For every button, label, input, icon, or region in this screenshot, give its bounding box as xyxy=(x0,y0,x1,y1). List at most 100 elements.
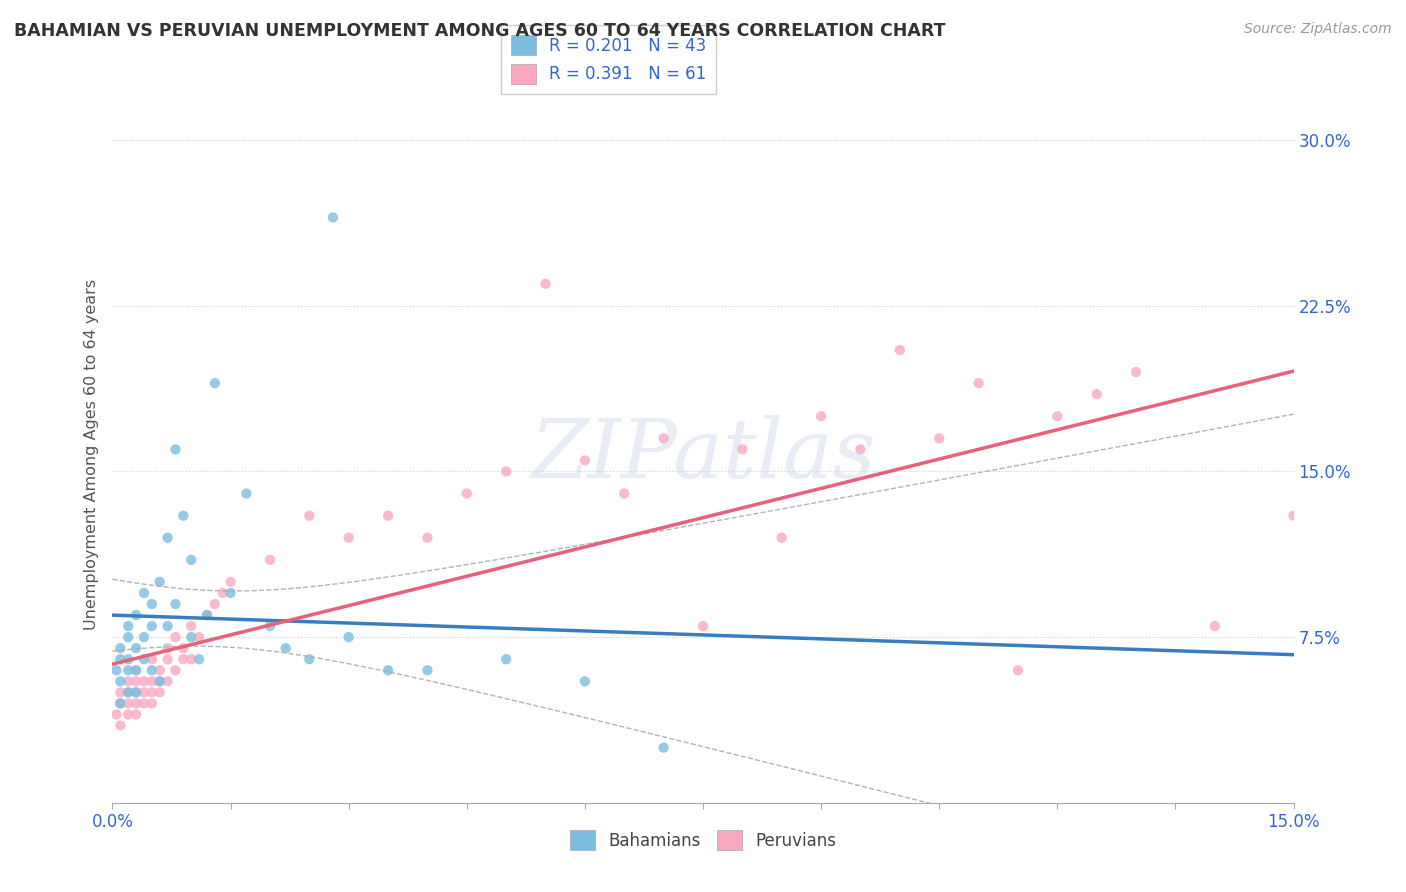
Point xyxy=(105,707,128,722)
Point xyxy=(105,663,128,677)
Point xyxy=(456,486,478,500)
Point xyxy=(377,663,399,677)
Point xyxy=(928,431,950,445)
Point xyxy=(132,674,155,689)
Point xyxy=(141,597,163,611)
Point xyxy=(110,697,132,711)
Point xyxy=(322,211,344,225)
Point xyxy=(132,586,155,600)
Point xyxy=(416,531,439,545)
Point xyxy=(204,376,226,391)
Point xyxy=(125,685,148,699)
Point xyxy=(180,630,202,644)
Point xyxy=(810,409,832,424)
Text: ZIPatlas: ZIPatlas xyxy=(530,415,876,495)
Point xyxy=(1046,409,1069,424)
Point xyxy=(180,652,202,666)
Point xyxy=(1085,387,1108,401)
Point xyxy=(149,674,172,689)
Point xyxy=(110,652,132,666)
Point xyxy=(1282,508,1305,523)
Point xyxy=(117,630,139,644)
Point xyxy=(141,619,163,633)
Point xyxy=(172,508,194,523)
Point xyxy=(172,641,194,656)
Point xyxy=(180,619,202,633)
Point xyxy=(298,508,321,523)
Point xyxy=(156,641,179,656)
Point xyxy=(377,508,399,523)
Point xyxy=(117,674,139,689)
Point xyxy=(117,685,139,699)
Point xyxy=(117,663,139,677)
Point xyxy=(652,431,675,445)
Point xyxy=(132,630,155,644)
Point xyxy=(259,553,281,567)
Point xyxy=(125,685,148,699)
Point xyxy=(337,531,360,545)
Point xyxy=(1125,365,1147,379)
Point xyxy=(259,619,281,633)
Point xyxy=(149,663,172,677)
Point xyxy=(132,652,155,666)
Point xyxy=(125,707,148,722)
Point xyxy=(132,697,155,711)
Text: BAHAMIAN VS PERUVIAN UNEMPLOYMENT AMONG AGES 60 TO 64 YEARS CORRELATION CHART: BAHAMIAN VS PERUVIAN UNEMPLOYMENT AMONG … xyxy=(14,22,946,40)
Point xyxy=(125,663,148,677)
Point xyxy=(110,685,132,699)
Point xyxy=(180,553,202,567)
Point xyxy=(211,586,233,600)
Point xyxy=(731,442,754,457)
Point xyxy=(110,718,132,732)
Point xyxy=(125,641,148,656)
Point xyxy=(156,674,179,689)
Point xyxy=(219,586,242,600)
Text: Source: ZipAtlas.com: Source: ZipAtlas.com xyxy=(1244,22,1392,37)
Point xyxy=(156,619,179,633)
Point xyxy=(149,574,172,589)
Point xyxy=(149,685,172,699)
Point xyxy=(165,663,187,677)
Point xyxy=(195,608,218,623)
Point xyxy=(110,697,132,711)
Point xyxy=(172,652,194,666)
Point xyxy=(188,652,211,666)
Point xyxy=(889,343,911,357)
Y-axis label: Unemployment Among Ages 60 to 64 years: Unemployment Among Ages 60 to 64 years xyxy=(83,279,98,631)
Point xyxy=(165,597,187,611)
Point xyxy=(235,486,257,500)
Point xyxy=(188,630,211,644)
Point xyxy=(337,630,360,644)
Point xyxy=(495,652,517,666)
Point xyxy=(117,652,139,666)
Point xyxy=(132,685,155,699)
Point xyxy=(298,652,321,666)
Point xyxy=(156,531,179,545)
Point xyxy=(692,619,714,633)
Point xyxy=(125,663,148,677)
Point xyxy=(574,453,596,467)
Point xyxy=(274,641,297,656)
Point xyxy=(117,697,139,711)
Point xyxy=(117,685,139,699)
Point xyxy=(1007,663,1029,677)
Point xyxy=(141,674,163,689)
Point xyxy=(574,674,596,689)
Point xyxy=(219,574,242,589)
Point xyxy=(416,663,439,677)
Point xyxy=(141,697,163,711)
Point xyxy=(156,652,179,666)
Point xyxy=(110,641,132,656)
Point xyxy=(770,531,793,545)
Point xyxy=(125,697,148,711)
Point xyxy=(141,685,163,699)
Point xyxy=(125,608,148,623)
Point xyxy=(141,663,163,677)
Point xyxy=(204,597,226,611)
Point xyxy=(967,376,990,391)
Point xyxy=(165,442,187,457)
Point xyxy=(1204,619,1226,633)
Point xyxy=(117,707,139,722)
Point xyxy=(652,740,675,755)
Point xyxy=(149,674,172,689)
